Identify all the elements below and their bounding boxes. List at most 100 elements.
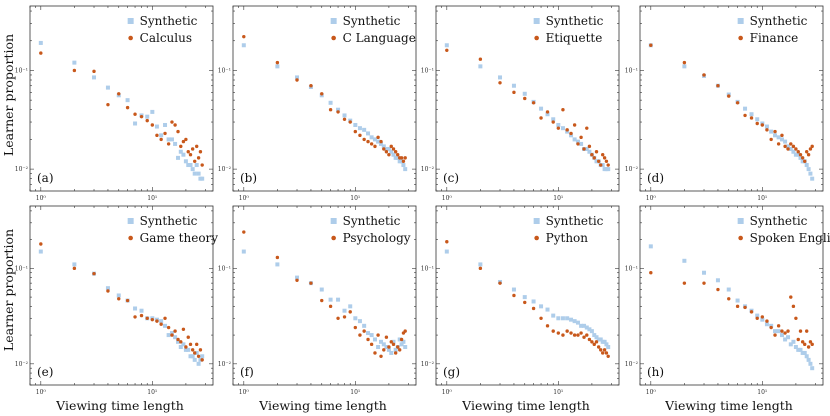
legend-label: Synthetic [546,214,604,228]
series-real [39,51,204,167]
data-point-real [727,94,731,98]
data-point-synthetic [154,124,159,129]
data-point-synthetic [399,159,404,164]
data-point-real [320,92,324,96]
data-point-real [342,117,347,121]
data-point-real [391,342,396,347]
data-point-synthetic [598,337,603,342]
data-point-synthetic [336,297,341,302]
data-point-synthetic [393,155,398,160]
data-point-real [179,144,183,149]
panel-letter: (f) [240,365,254,379]
data-point-synthetic [159,133,164,138]
data-point-synthetic [726,287,731,292]
y-tick-label: 10⁻¹ [625,67,638,74]
series-real [242,230,407,358]
data-point-real [366,139,370,144]
data-point-real [776,324,781,328]
y-tick-label: 10⁻² [218,166,232,173]
data-point-synthetic [575,320,580,325]
data-point-synthetic [806,357,811,362]
data-point-synthetic [166,333,171,338]
data-point-real [196,156,201,160]
x-tick-label: 10⁰ [36,389,47,396]
data-point-synthetic [328,100,333,105]
data-point-real [556,331,561,335]
data-point-real [275,60,280,65]
data-point-real [387,345,391,349]
data-point-real [682,281,687,285]
legend-label: Synthetic [750,14,808,28]
data-point-synthetic [804,163,809,168]
data-point-synthetic [397,337,402,342]
data-point-synthetic [183,159,188,164]
data-point-real [170,120,174,124]
legend-marker-synthetic [330,18,337,24]
series-synthetic [241,43,408,172]
data-point-real [579,135,583,140]
data-point-synthetic [357,126,362,131]
x-tick-label: 10¹ [350,389,360,396]
data-point-real [186,335,190,339]
data-point-real [190,147,195,151]
data-point-synthetic [194,163,199,168]
data-point-real [743,305,747,310]
data-point-real [596,159,601,163]
data-point-real [539,116,543,120]
data-point-synthetic [776,135,781,140]
data-point-real [399,337,404,342]
data-point-synthetic [556,122,561,127]
data-point-synthetic [760,317,765,322]
data-point-synthetic [808,171,813,176]
data-point-real [789,142,793,146]
y-tick-label: 10⁻² [625,166,639,173]
data-point-real [791,144,796,149]
data-point-real [498,281,502,285]
data-point-real [373,351,377,355]
y-tick-label: 10⁻¹ [15,67,28,74]
data-point-real [445,240,449,244]
data-point-real [242,230,246,234]
panel-0: 10⁰ 10¹ 10⁻¹ 10⁻² Synthetic Calculus (a) [15,5,214,202]
data-point-synthetic [133,306,138,311]
data-point-real [769,137,773,142]
data-point-real [531,101,536,105]
data-point-synthetic [150,109,155,114]
data-point-synthetic [391,339,396,344]
y-tick-label: 10⁻² [15,361,29,368]
data-point-synthetic [551,117,556,122]
legend-marker-real [128,35,133,41]
data-point-synthetic [198,357,203,362]
panel-letter: (h) [647,365,664,379]
data-point-synthetic [389,149,394,154]
data-point-real [765,128,769,132]
data-point-synthetic [522,91,527,96]
data-point-synthetic [796,347,801,352]
panel-5: 10⁰ 10¹ 10⁻¹ 10⁻² Synthetic Psychology (f) [218,205,417,396]
data-point-synthetic [295,75,300,80]
data-point-synthetic [478,64,483,69]
data-point-real [649,43,653,47]
data-point-synthetic [178,345,183,350]
data-point-real [399,156,404,160]
data-point-synthetic [192,171,197,176]
data-point-synthetic [376,139,381,144]
data-point-real [188,152,193,157]
data-point-synthetic [682,258,687,263]
data-point-synthetic [105,286,110,291]
legend-marker-real [331,235,336,241]
y-tick-label: 10⁻¹ [625,265,638,272]
data-point-real [242,34,246,39]
x-tick-label: 10⁰ [36,195,47,202]
data-point-synthetic [788,146,793,151]
data-point-real [794,147,798,151]
y-tick-label: 10⁻¹ [15,265,28,272]
data-point-real [173,123,177,127]
data-point-synthetic [444,43,449,48]
data-point-real [478,57,483,61]
x-tick-label: 10⁰ [646,195,657,202]
data-point-synthetic [531,299,536,304]
data-point-synthetic [391,152,396,157]
data-point-real [181,139,186,144]
data-point-real [561,108,565,112]
